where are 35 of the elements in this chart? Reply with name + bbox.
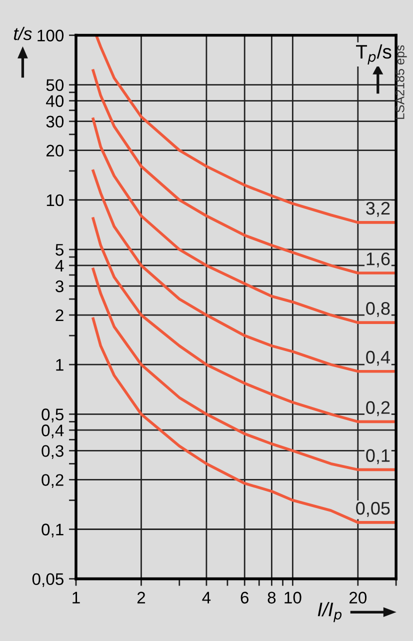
x-axis-title: I/I$_{p}$ (318, 602, 342, 622)
y-tick-label: 3 (56, 280, 64, 292)
y-tick-label: 10 (46, 194, 64, 206)
y-axis-title: t/s (14, 26, 32, 40)
series-label: 1,6 (366, 252, 390, 268)
x-tick-label: 20 (349, 592, 367, 604)
y-tick-label: 0,4 (42, 424, 64, 438)
x-tick-label: 4 (202, 592, 211, 604)
series-label: 0,1 (366, 449, 390, 464)
series-label: 0,05 (356, 502, 390, 517)
legend-title: T$_{p}$/s (356, 44, 392, 64)
y-tick-label: 2 (56, 309, 64, 322)
x-tick-label: 8 (268, 592, 276, 604)
x-tick-label: 6 (240, 592, 249, 604)
y-tick-label: 30 (46, 116, 64, 128)
annotation: LSA2185 eps (395, 45, 407, 119)
y-tick-label: 0,1 (42, 524, 64, 538)
series-label: 0,2 (366, 401, 390, 416)
y-tick-label: 5 (56, 244, 64, 256)
y-tick-label: 1 (56, 359, 64, 371)
y-tick-label: 50 (46, 79, 64, 92)
y-tick-label: 0,2 (42, 474, 64, 488)
y-tick-label: 4 (55, 260, 64, 272)
y-tick-label: 20 (46, 144, 64, 157)
y-tick-label: 0,3 (42, 445, 64, 459)
y-tick-label: 0,5 (42, 408, 64, 422)
y-tick-label: 0,05 (32, 573, 64, 587)
x-tick-label: 10 (284, 592, 302, 604)
series-label: 0,4 (366, 350, 390, 366)
series-label: 0,8 (366, 302, 390, 317)
x-tick-label: 2 (137, 592, 146, 604)
y-tick-label: 100 (38, 30, 64, 42)
x-tick-label: 1 (72, 592, 80, 604)
series-label: 3,2 (366, 202, 390, 217)
y-tick-label: 40 (46, 95, 64, 107)
